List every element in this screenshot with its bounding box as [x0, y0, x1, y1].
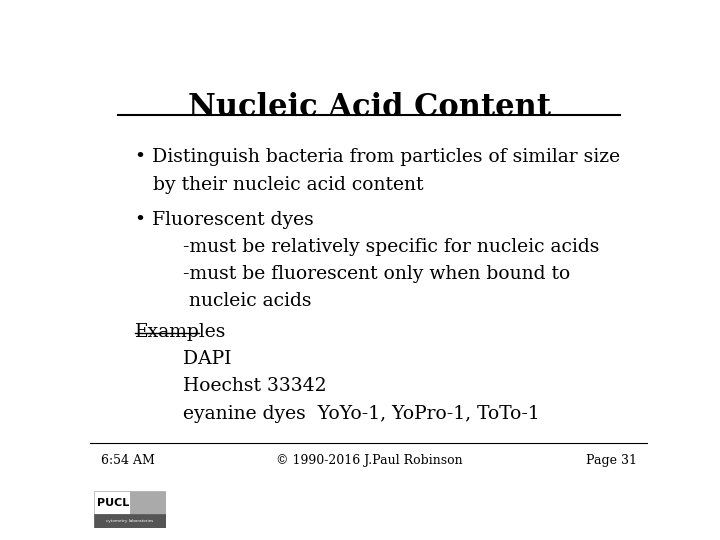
- Text: PUCL: PUCL: [97, 498, 129, 508]
- Text: by their nucleic acid content: by their nucleic acid content: [135, 176, 423, 194]
- Text: Nucleic Acid Content: Nucleic Acid Content: [187, 92, 551, 123]
- Text: DAPI: DAPI: [135, 350, 231, 368]
- Text: nucleic acids: nucleic acids: [135, 292, 311, 310]
- Bar: [94, 491, 130, 514]
- Bar: [94, 514, 166, 528]
- Bar: [130, 491, 166, 514]
- Text: • Fluorescent dyes: • Fluorescent dyes: [135, 211, 313, 229]
- Text: 6:54 AM: 6:54 AM: [101, 454, 155, 467]
- Text: eyanine dyes  YoYo-1, YoPro-1, ToTo-1: eyanine dyes YoYo-1, YoPro-1, ToTo-1: [135, 404, 539, 422]
- Text: -must be relatively specific for nucleic acids: -must be relatively specific for nucleic…: [135, 238, 599, 256]
- Text: Examples: Examples: [135, 323, 226, 341]
- Text: -must be fluorescent only when bound to: -must be fluorescent only when bound to: [135, 265, 570, 283]
- Text: Hoechst 33342: Hoechst 33342: [135, 377, 326, 395]
- Text: • Distinguish bacteria from particles of similar size: • Distinguish bacteria from particles of…: [135, 148, 620, 166]
- Text: Page 31: Page 31: [586, 454, 637, 467]
- Text: cytometry laboratories: cytometry laboratories: [106, 519, 153, 523]
- Text: © 1990-2016 J.Paul Robinson: © 1990-2016 J.Paul Robinson: [276, 454, 462, 467]
